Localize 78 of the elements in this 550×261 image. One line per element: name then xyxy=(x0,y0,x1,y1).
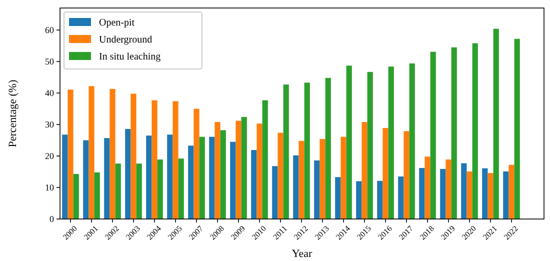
bar xyxy=(325,78,331,219)
y-tick-label: 10 xyxy=(45,182,54,193)
bar xyxy=(251,150,257,219)
bar xyxy=(314,160,320,219)
bar xyxy=(172,101,178,219)
bar xyxy=(298,140,304,219)
bar xyxy=(424,156,430,219)
bar xyxy=(68,90,74,219)
bar xyxy=(146,136,152,219)
bar xyxy=(488,173,494,219)
bar xyxy=(256,124,262,219)
bar xyxy=(398,176,404,219)
y-tick-label: 50 xyxy=(45,56,54,67)
bar xyxy=(340,136,346,219)
bar xyxy=(94,172,100,219)
bar xyxy=(346,66,352,219)
bar xyxy=(152,100,158,219)
bar xyxy=(272,166,278,219)
bar xyxy=(356,181,362,219)
bar xyxy=(230,142,236,219)
bar xyxy=(157,159,163,219)
bar xyxy=(278,132,284,219)
bar xyxy=(382,128,388,219)
bar xyxy=(104,138,110,219)
y-tick-label: 30 xyxy=(45,120,54,130)
bar xyxy=(446,159,452,219)
bar xyxy=(178,158,184,219)
bar xyxy=(508,164,514,219)
y-tick-label: 0 xyxy=(50,214,54,224)
bar xyxy=(451,47,457,219)
bar xyxy=(466,171,472,219)
bar xyxy=(404,131,410,219)
bar xyxy=(283,84,289,219)
bar xyxy=(419,168,425,219)
y-tick-label: 60 xyxy=(45,25,54,36)
bar xyxy=(236,120,242,219)
bar xyxy=(130,94,136,219)
bar xyxy=(188,146,194,219)
bar xyxy=(62,134,68,219)
bar xyxy=(514,38,520,219)
bar xyxy=(83,140,89,219)
bar xyxy=(88,86,94,219)
legend-label: Underground xyxy=(99,34,152,46)
bar xyxy=(377,180,383,219)
bar xyxy=(199,136,205,219)
y-axis-title: Percentage (%) xyxy=(7,79,19,148)
bar xyxy=(125,128,131,219)
bar xyxy=(493,28,499,219)
bar xyxy=(461,163,467,219)
legend-label: Open-pit xyxy=(99,18,135,28)
bar xyxy=(482,168,488,219)
bar xyxy=(110,88,116,219)
bar xyxy=(136,164,142,219)
bar xyxy=(409,63,415,219)
bar xyxy=(262,100,268,219)
bar xyxy=(220,130,226,219)
bar xyxy=(293,155,299,219)
bar xyxy=(388,66,394,219)
x-axis-title: Year xyxy=(292,248,312,260)
bar xyxy=(73,174,79,219)
bar xyxy=(115,164,121,219)
bar xyxy=(430,52,436,219)
y-tick-label: 20 xyxy=(45,151,54,162)
legend-label: In situ leaching xyxy=(99,52,161,62)
bar xyxy=(320,139,326,219)
bar xyxy=(440,168,446,219)
bar xyxy=(214,122,220,219)
bar xyxy=(194,108,200,219)
y-tick-label: 40 xyxy=(45,88,54,98)
bar xyxy=(335,177,341,219)
bar xyxy=(209,136,215,219)
bar xyxy=(503,171,509,219)
bar xyxy=(362,122,368,219)
bar xyxy=(241,116,247,219)
bar xyxy=(472,43,478,219)
bar xyxy=(304,82,310,219)
bar xyxy=(367,72,373,219)
bar xyxy=(167,134,173,219)
